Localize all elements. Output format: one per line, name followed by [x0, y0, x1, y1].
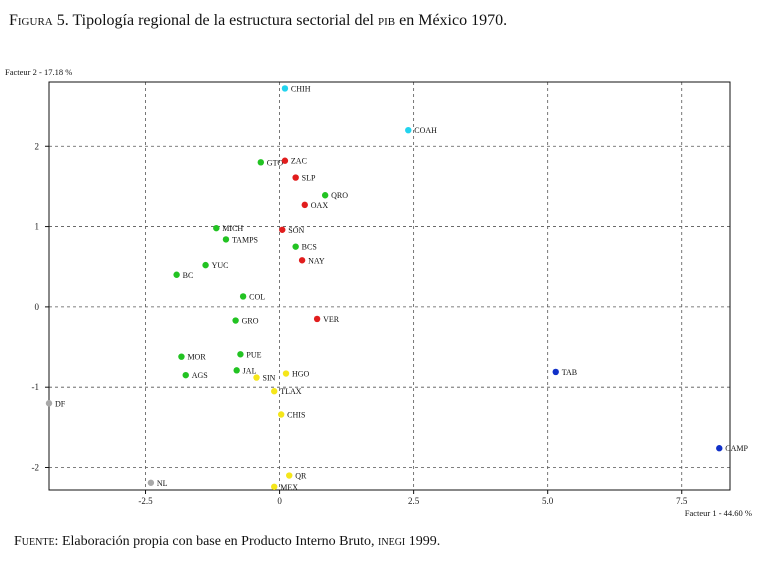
point-label-son: SON	[288, 226, 304, 235]
source-inegi: inegi	[378, 534, 406, 549]
point-hgo	[282, 370, 290, 377]
point-label-camp: CAMP	[725, 444, 748, 453]
point-label-bc: BC	[183, 271, 194, 280]
point-label-coah: COAH	[414, 126, 437, 135]
point-label-gto: GTO	[267, 158, 284, 167]
point-col	[239, 293, 247, 300]
point-label-mich: MICH	[222, 224, 243, 233]
point-sin	[253, 374, 260, 381]
point-label-zac: ZAC	[291, 157, 307, 166]
point-chih	[281, 85, 289, 92]
point-label-qro: QRO	[331, 191, 348, 200]
point-label-mex: MEX	[280, 483, 298, 492]
point-label-tlax: TLAX	[280, 387, 302, 396]
figure-title-pib: pib	[377, 12, 396, 29]
point-slp	[292, 174, 299, 181]
point-label-oax: OAX	[311, 201, 329, 210]
figure-title-part2: en México 1970.	[395, 12, 508, 29]
figure-title-part1: Tipología regional de la estructura sect…	[68, 12, 378, 29]
x-tick-label: 7.5	[676, 496, 688, 506]
point-gto	[257, 159, 265, 166]
point-label-qr: QR	[295, 472, 307, 481]
point-label-tab: TAB	[562, 368, 577, 377]
point-chis	[277, 411, 285, 418]
point-label-nl: NL	[157, 479, 168, 488]
x-tick-label: 2.5	[408, 496, 420, 506]
x-tick-label: 5.0	[542, 496, 554, 506]
point-jal	[233, 367, 240, 374]
point-qro	[321, 192, 329, 199]
point-label-jal: JAL	[243, 366, 257, 375]
point-bc	[173, 271, 180, 278]
point-ver	[313, 315, 321, 323]
point-label-chis: CHIS	[287, 411, 305, 420]
point-label-col: COL	[249, 292, 265, 301]
point-label-ags: AGS	[192, 371, 208, 380]
grid-lines	[49, 82, 730, 490]
point-gro	[232, 317, 239, 324]
point-qr	[286, 472, 293, 479]
y-tick-label: 2	[35, 141, 40, 151]
point-nl	[147, 479, 155, 486]
point-oax	[301, 201, 308, 209]
figure-label: Figura 5.	[9, 12, 69, 29]
point-nay	[298, 257, 306, 264]
point-coah	[405, 126, 412, 134]
point-ags	[182, 371, 189, 379]
y-tick-label: -1	[32, 382, 40, 392]
y-axis-label: Facteur 2 - 17.18 %	[5, 67, 72, 77]
y-tick-label: 1	[35, 222, 40, 232]
figure-title: Figura 5. Tipología regional de la estru…	[9, 11, 609, 31]
point-label-nay: NAY	[308, 256, 325, 265]
point-label-ver: VER	[323, 315, 340, 324]
point-label-sin: SIN	[263, 374, 276, 383]
plot-frame	[48, 81, 731, 491]
y-tick-label: 0	[35, 302, 40, 312]
point-label-bcs: BCS	[302, 243, 317, 252]
point-mor	[178, 353, 185, 360]
point-tamps	[222, 236, 230, 243]
point-bcs	[292, 243, 299, 250]
point-label-hgo: HGO	[292, 370, 310, 379]
point-label-tamps: TAMPS	[232, 235, 258, 244]
point-label-chih: CHIH	[291, 84, 311, 93]
point-mich	[213, 224, 220, 232]
point-yuc	[202, 261, 209, 269]
source-text-part2: 1999.	[405, 534, 441, 549]
point-label-pue: PUE	[246, 350, 261, 359]
point-tab	[552, 368, 559, 376]
point-label-slp: SLP	[302, 174, 316, 183]
point-zac	[281, 157, 289, 164]
x-tick-label: 0	[277, 496, 282, 506]
point-tlax	[271, 388, 278, 395]
point-son	[279, 226, 286, 233]
y-tick-label: -2	[32, 463, 40, 473]
point-pue	[237, 351, 244, 358]
point-df	[45, 400, 53, 407]
figure-source: Fuente: Elaboración propia con base en P…	[14, 533, 440, 551]
x-axis-label: Facteur 1 - 44.60 %	[685, 508, 752, 518]
point-label-df: DF	[55, 399, 66, 408]
x-tick-label: -2.5	[138, 496, 153, 506]
point-label-mor: MOR	[187, 353, 206, 362]
source-label: Fuente:	[14, 534, 59, 549]
point-camp	[716, 445, 723, 452]
point-mex	[271, 483, 278, 490]
source-text-part1: Elaboración propia con base en Producto …	[58, 534, 379, 549]
point-label-gro: GRO	[242, 317, 259, 326]
point-label-yuc: YUC	[212, 261, 229, 270]
axis-ticks: -2.5 0 2.5 5.0 7.5 2 1 0 -1 -2	[32, 141, 688, 506]
